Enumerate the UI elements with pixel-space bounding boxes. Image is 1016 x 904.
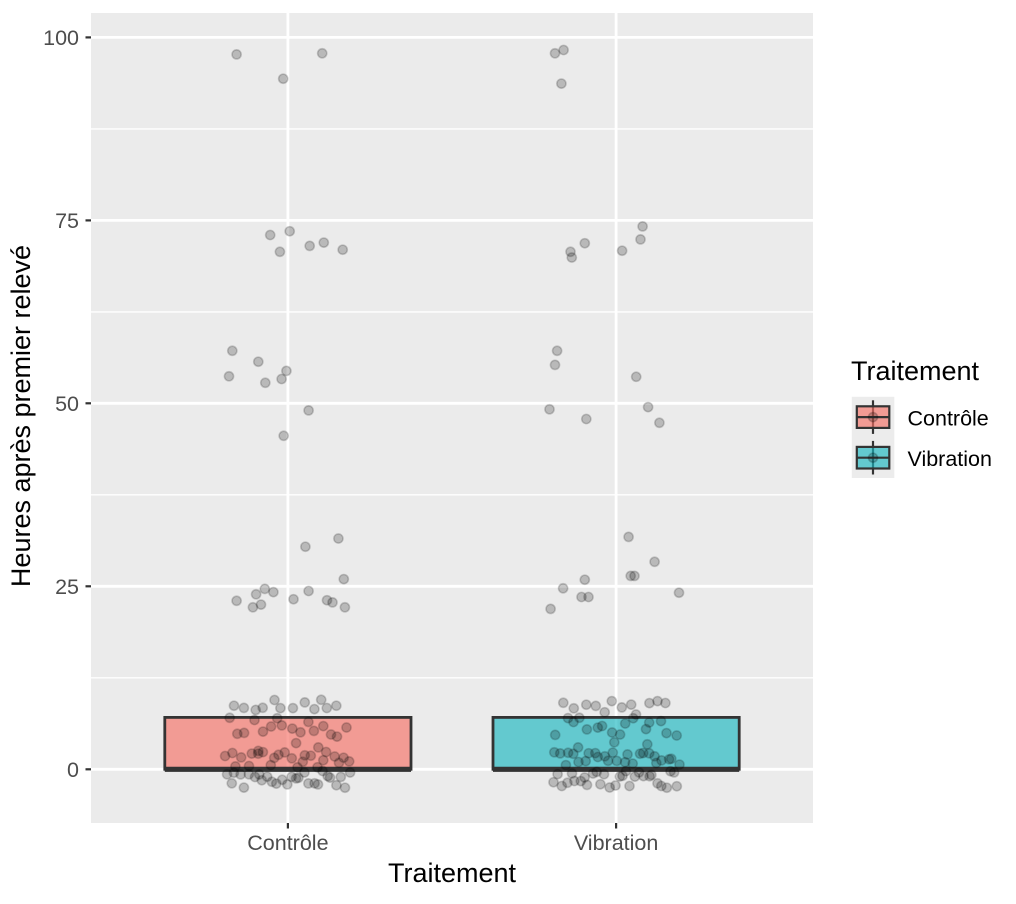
svg-text:75: 75 [55, 209, 79, 233]
svg-text:Heures après premier relevé: Heures après premier relevé [6, 245, 36, 587]
svg-text:Contrôle: Contrôle [908, 407, 989, 431]
svg-text:100: 100 [43, 26, 79, 50]
svg-text:Traitement: Traitement [851, 356, 980, 386]
svg-text:0: 0 [67, 758, 79, 782]
svg-text:Traitement: Traitement [388, 858, 517, 888]
svg-text:Vibration: Vibration [908, 447, 992, 471]
svg-text:50: 50 [55, 392, 79, 416]
svg-text:Contrôle: Contrôle [247, 831, 328, 855]
svg-text:25: 25 [55, 575, 79, 599]
svg-text:Vibration: Vibration [574, 831, 658, 855]
